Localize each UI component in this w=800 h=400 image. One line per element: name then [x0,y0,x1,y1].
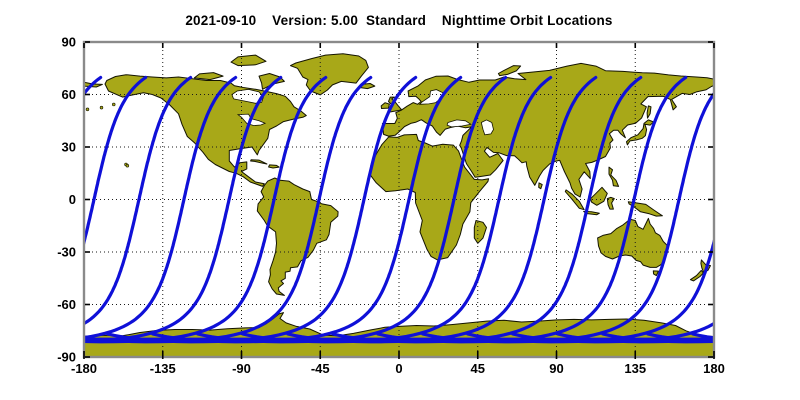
plot-title: 2021-09-10 Version: 5.00 Standard Nightt… [185,13,613,28]
x-tick-label: -180 [71,361,97,376]
y-tick-label: -30 [57,245,76,260]
x-tick-label: 0 [395,361,402,376]
axis-ticks [83,41,715,359]
y-tick-label: 30 [62,140,76,155]
x-tick-label: -135 [150,361,176,376]
x-tick-label: -90 [232,361,251,376]
y-tick-label: 60 [62,87,76,102]
axis-labels: -180 -135 -90 -45 0 45 90 135 180 90 60 30 0 -30 -60 -9… [57,35,725,377]
x-tick-label: 90 [549,361,563,376]
x-tick-label: 135 [624,361,646,376]
x-tick-label: 45 [471,361,485,376]
x-tick-label: 180 [703,361,725,376]
land-layer [84,53,714,357]
orbit-tracks [84,75,714,344]
y-tick-label: -60 [57,297,76,312]
y-tick-label: 0 [69,192,76,207]
y-tick-label: -90 [57,350,76,365]
gridlines [84,42,714,357]
y-tick-label: 90 [62,35,76,50]
x-tick-label: -45 [311,361,330,376]
